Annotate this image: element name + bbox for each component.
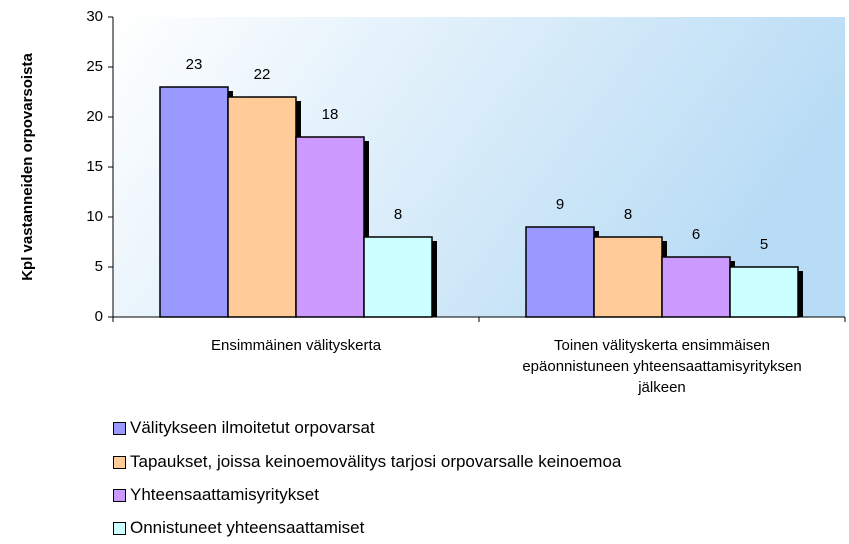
legend-item: Tapaukset, joissa keinoemovälitys tarjos… (113, 452, 621, 472)
y-tick-label: 15 (86, 158, 103, 175)
legend-swatch (113, 421, 126, 435)
legend-label: Tapaukset, joissa keinoemovälitys tarjos… (130, 452, 622, 471)
value-label: 8 (624, 206, 632, 223)
value-label: 6 (692, 226, 700, 243)
value-label: 5 (760, 236, 768, 253)
y-tick-label: 20 (86, 108, 103, 125)
bar (227, 96, 297, 318)
legend-label: Yhteensaattamisyritykset (130, 485, 319, 504)
legend-label: Välitykseen ilmoitetut orpovarsat (130, 418, 375, 437)
value-label: 22 (254, 66, 271, 83)
legend-label: Onnistuneet yhteensaattamiset (130, 518, 365, 537)
y-tick-label: 10 (86, 208, 103, 225)
value-label: 8 (394, 206, 402, 223)
x-tick-label: Toinen välityskerta ensimmäisen epäonnis… (522, 337, 802, 396)
legend-item: Yhteensaattamisyritykset (113, 485, 319, 505)
bar (295, 136, 365, 318)
bar (661, 256, 731, 318)
value-label: 9 (556, 196, 564, 213)
bar (159, 86, 229, 318)
y-tick-label: 25 (86, 58, 103, 75)
y-tick-label: 5 (95, 258, 103, 275)
y-tick-label: 30 (86, 8, 103, 25)
bar (729, 266, 799, 318)
bar (593, 236, 663, 318)
value-label: 23 (186, 56, 203, 73)
y-axis-label: Kpl vastanneiden orpovarsoista (19, 53, 36, 281)
bar (363, 236, 433, 318)
legend-swatch (113, 455, 126, 469)
legend-swatch (113, 488, 126, 502)
bar (525, 226, 595, 318)
value-label: 18 (322, 106, 339, 123)
x-tick-label: Ensimmäinen välityskerta (210, 337, 382, 354)
legend-swatch (113, 521, 126, 535)
legend-item: Välitykseen ilmoitetut orpovarsat (113, 418, 375, 438)
y-tick-label: 0 (95, 308, 103, 325)
legend-item: Onnistuneet yhteensaattamiset (113, 518, 364, 538)
